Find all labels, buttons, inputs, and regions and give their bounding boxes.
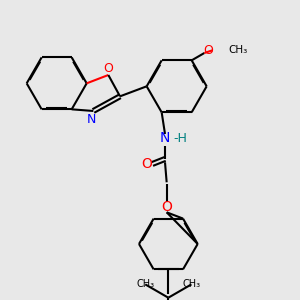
- Text: O: O: [103, 62, 113, 76]
- Text: CH₃: CH₃: [228, 45, 248, 55]
- Text: -H: -H: [173, 132, 187, 145]
- Text: CH₃: CH₃: [182, 279, 200, 290]
- Text: O: O: [141, 157, 152, 171]
- Text: CH₃: CH₃: [136, 279, 154, 290]
- Text: N: N: [160, 131, 170, 145]
- Text: O: O: [203, 44, 213, 57]
- Text: N: N: [87, 113, 96, 126]
- Text: O: O: [161, 200, 172, 214]
